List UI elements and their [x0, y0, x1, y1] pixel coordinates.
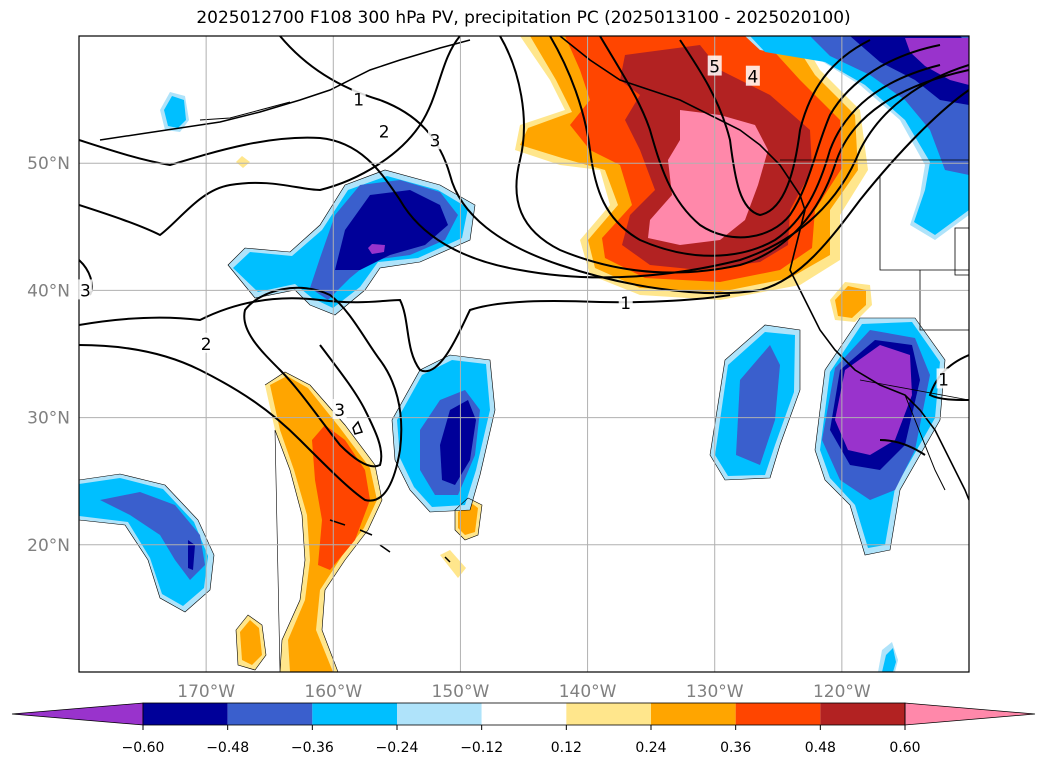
- pv-contour-1-south: [79, 294, 731, 373]
- lat-tick-label: 50°N: [27, 154, 70, 174]
- lat-tick-label: 20°N: [27, 536, 70, 556]
- contour-label: 1: [938, 370, 949, 390]
- longitude-labels: 170°W 160°W 150°W 140°W 130°W 120°W: [177, 682, 871, 702]
- pv-contour-4: [499, 36, 969, 274]
- colorbar-tick-label: −0.60: [122, 740, 165, 756]
- contour-label-bg: [199, 332, 214, 353]
- colorbar-segment: [820, 703, 905, 725]
- colorbar-tick-label: 0.36: [720, 740, 751, 756]
- contour-label-bg: [351, 88, 366, 109]
- colorbar-tick-label: −0.48: [206, 740, 249, 756]
- gridlines: [79, 36, 969, 672]
- colorbar-tick-label: 0.12: [551, 740, 582, 756]
- contour-label-bg: [745, 65, 760, 86]
- contour-label: 1: [353, 91, 364, 111]
- pv-contour-trough: [79, 286, 403, 502]
- contour-label: 3: [80, 281, 91, 301]
- colorbar-extend-high: [904, 702, 1036, 726]
- contour-label-bg: [428, 129, 442, 150]
- anomaly-outlines: [79, 169, 946, 672]
- colorbar-frame: [142, 702, 906, 726]
- coastlines: [99, 36, 969, 563]
- colorbar: −0.60 −0.48 −0.36 −0.24 −0.12 0.12 0.24 0.36 0.4…: [11, 702, 1036, 756]
- colorbar-segment: [397, 703, 482, 725]
- lon-tick-label: 150°W: [432, 682, 490, 702]
- colorbar-segment: [481, 703, 567, 725]
- colorbar-tick-label: −0.36: [291, 740, 334, 756]
- contour-label: 3: [430, 131, 441, 151]
- colorbar-tick-label: 0.24: [635, 740, 666, 756]
- colorbar-tick-label: 0.60: [889, 740, 920, 756]
- lon-tick-label: 140°W: [559, 682, 617, 702]
- pv-contour-2: [79, 36, 461, 237]
- colorbar-tick-label: −0.12: [460, 740, 503, 756]
- lon-tick-label: 130°W: [686, 682, 744, 702]
- contour-label-bg: [377, 120, 392, 141]
- colorbar-segment: [312, 703, 397, 725]
- latitude-labels: 20°N 30°N 40°N 50°N: [27, 154, 70, 556]
- colorbar-extend-low: [11, 702, 144, 726]
- colorbar-tick-label: −0.24: [376, 740, 419, 756]
- plot-frame: [78, 35, 970, 673]
- colorbar-segment: [143, 703, 228, 725]
- map-title: 2025012700 F108 300 hPa PV, precipitatio…: [196, 8, 851, 28]
- contour-label-bg: [78, 279, 93, 300]
- contour-label-bg: [936, 368, 951, 389]
- lon-tick-label: 170°W: [177, 682, 235, 702]
- contour-label-bg: [707, 55, 722, 76]
- lat-tick-label: 40°N: [27, 281, 70, 301]
- lon-tick-label: 160°W: [304, 682, 362, 702]
- colorbar-segment: [566, 703, 651, 725]
- contour-label: 5: [709, 58, 720, 78]
- colorbar-segment: [651, 703, 736, 725]
- contour-label: 4: [747, 68, 758, 88]
- colorbar-segment: [227, 703, 313, 725]
- lon-tick-label: 120°W: [813, 682, 871, 702]
- colorbar-tick-label: 0.48: [805, 740, 836, 756]
- pv-contour-1-north: [279, 36, 969, 295]
- contour-label: 2: [379, 122, 390, 142]
- contour-label-bg: [332, 398, 347, 419]
- contour-label: 3: [334, 401, 345, 421]
- pv-contour-3: [79, 64, 969, 279]
- lat-tick-label: 30°N: [27, 409, 70, 429]
- contour-label: 2: [201, 335, 212, 355]
- contour-label: 1: [620, 294, 631, 314]
- contour-label-bg: [618, 292, 633, 313]
- colorbar-segment: [735, 703, 821, 725]
